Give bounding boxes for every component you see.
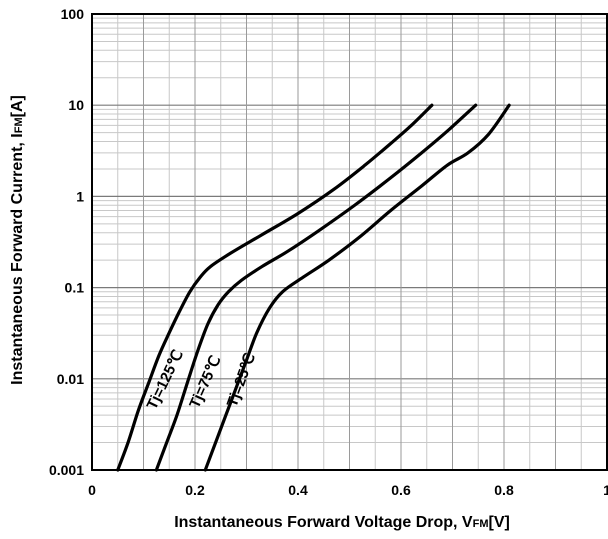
x-tick-label: 0.6 — [391, 482, 411, 498]
plot-frame — [91, 13, 608, 471]
x-tick-label: 0 — [88, 482, 96, 498]
x-tick-labels: 0 0.2 0.4 0.6 0.8 1 — [88, 482, 608, 498]
x-tick-label: 0.2 — [185, 482, 205, 498]
series-layer — [116, 103, 511, 472]
x-tick-label: 1 — [603, 482, 608, 498]
y-tick-label: 1 — [76, 188, 84, 204]
x-axis-title: Instantaneous Forward Voltage Drop, VFM[… — [174, 514, 510, 531]
series-line-1 — [154, 103, 478, 472]
series-line-0 — [116, 103, 434, 472]
y-tick-label: 0.01 — [57, 371, 84, 387]
y-tick-label: 0.1 — [65, 280, 85, 296]
curve-label-1: Tj=75℃ — [186, 353, 224, 411]
curve-label-layer: Tj=125℃ Tj=75℃ Tj=25℃ — [144, 347, 259, 412]
grid-major — [92, 14, 607, 470]
y-axis-title: Instantaneous Forward Current, IFM[A] — [9, 95, 26, 385]
x-tick-label: 0.4 — [288, 482, 308, 498]
y-tick-label: 0.001 — [49, 462, 84, 478]
x-tick-label: 0.8 — [494, 482, 514, 498]
y-tick-labels: 0.001 0.01 0.1 1 10 100 — [49, 6, 84, 478]
series-line-2 — [203, 103, 511, 472]
curve-label-2: Tj=25℃ — [224, 351, 259, 409]
y-tick-label: 100 — [61, 6, 85, 22]
y-tick-label: 10 — [68, 97, 84, 113]
